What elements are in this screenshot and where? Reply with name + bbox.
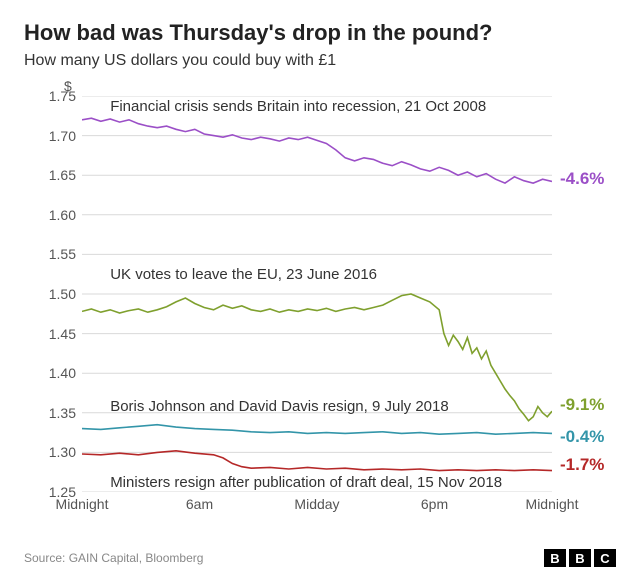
x-tick-label: Midday bbox=[294, 496, 339, 512]
series-label-brexit: UK votes to leave the EU, 23 June 2016 bbox=[110, 266, 377, 283]
x-tick-label: 6am bbox=[186, 496, 213, 512]
chart-area: $ 1.251.301.351.401.451.501.551.601.651.… bbox=[24, 80, 616, 520]
source-text: Source: GAIN Capital, Bloomberg bbox=[24, 551, 203, 565]
x-tick-label: Midnight bbox=[526, 496, 579, 512]
chart-subtitle: How many US dollars you could buy with £… bbox=[24, 52, 616, 70]
y-tick-label: 1.65 bbox=[38, 167, 76, 183]
series-ministers bbox=[82, 451, 552, 471]
y-tick-label: 1.70 bbox=[38, 128, 76, 144]
chart-title: How bad was Thursday's drop in the pound… bbox=[24, 20, 616, 46]
y-tick-label: 1.35 bbox=[38, 405, 76, 421]
x-tick-label: 6pm bbox=[421, 496, 448, 512]
y-tick-label: 1.75 bbox=[38, 88, 76, 104]
bbc-logo-letter: C bbox=[594, 549, 616, 567]
series-boris-davis bbox=[82, 425, 552, 435]
bbc-logo: B B C bbox=[544, 549, 616, 567]
y-tick-label: 1.45 bbox=[38, 326, 76, 342]
y-tick-label: 1.30 bbox=[38, 444, 76, 460]
pct-label-boris-davis: -0.4% bbox=[560, 427, 604, 447]
pct-label-fin-crisis: -4.6% bbox=[560, 169, 604, 189]
series-label-ministers: Ministers resign after publication of dr… bbox=[110, 474, 502, 491]
bbc-logo-letter: B bbox=[544, 549, 566, 567]
y-tick-label: 1.55 bbox=[38, 246, 76, 262]
x-tick-label: Midnight bbox=[56, 496, 109, 512]
pct-label-brexit: -9.1% bbox=[560, 395, 604, 415]
series-label-fin-crisis: Financial crisis sends Britain into rece… bbox=[110, 98, 486, 115]
y-tick-label: 1.60 bbox=[38, 207, 76, 223]
series-label-boris-davis: Boris Johnson and David Davis resign, 9 … bbox=[110, 398, 449, 415]
bbc-logo-letter: B bbox=[569, 549, 591, 567]
plot-area bbox=[82, 96, 552, 492]
y-tick-label: 1.40 bbox=[38, 365, 76, 381]
series-fin-crisis bbox=[82, 118, 552, 183]
pct-label-ministers: -1.7% bbox=[560, 455, 604, 475]
plot-svg bbox=[82, 96, 552, 492]
y-tick-label: 1.50 bbox=[38, 286, 76, 302]
